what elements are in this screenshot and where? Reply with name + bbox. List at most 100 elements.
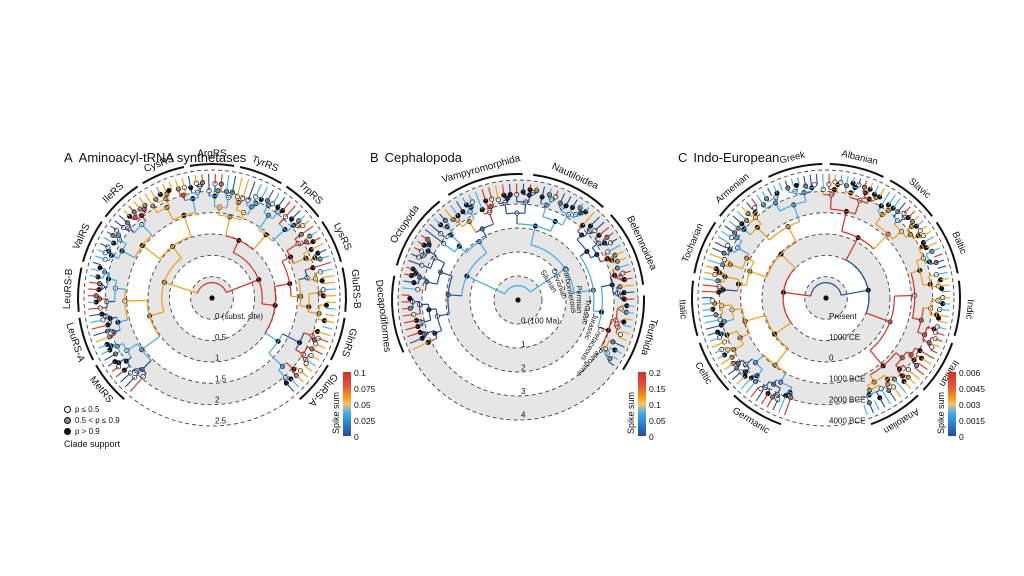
- tree-branch: [303, 361, 307, 364]
- tree-branch: [591, 247, 602, 263]
- node-marker: [890, 384, 897, 390]
- tree-branch: [157, 197, 169, 204]
- tree-branch: [620, 278, 625, 281]
- tree-branch: [921, 357, 932, 365]
- tree-branch: [794, 191, 797, 195]
- node-marker: [407, 295, 413, 302]
- tree-branch: [863, 180, 868, 188]
- tree-branch: [738, 283, 747, 286]
- node-marker: [97, 265, 103, 271]
- node-marker: [580, 222, 586, 228]
- tree-branch: [307, 346, 313, 350]
- node-marker: [150, 203, 156, 209]
- tree-branch: [916, 233, 921, 239]
- tree-branch: [258, 228, 274, 242]
- node-marker: [838, 179, 844, 186]
- tree-branch: [601, 345, 606, 350]
- node-marker: [320, 287, 326, 293]
- node-marker: [760, 202, 766, 208]
- tree-branch: [440, 233, 448, 240]
- grey-band: [398, 180, 638, 420]
- tree-branch: [928, 274, 937, 277]
- tree-branch: [417, 288, 426, 291]
- tree-branch: [624, 277, 633, 281]
- colorbar-tick: 0.0045: [959, 384, 985, 394]
- tree-branch: [401, 307, 411, 310]
- tree-branch: [549, 221, 556, 232]
- tree-branch: [935, 259, 945, 264]
- tree-branch: [132, 214, 138, 220]
- tree-branch: [724, 276, 740, 281]
- tree-branch: [715, 313, 723, 316]
- tree-branch: [290, 378, 300, 388]
- tree-branch: [456, 219, 463, 227]
- tree-branch: [413, 282, 419, 285]
- node-marker: [315, 335, 321, 341]
- node-marker: [317, 256, 323, 262]
- tree-branch: [852, 177, 856, 184]
- tree-branch: [315, 280, 323, 283]
- tree-branch: [912, 215, 920, 223]
- panel-b-title-text: Cephalopoda: [384, 150, 463, 165]
- grey-band: [446, 228, 590, 372]
- node-marker: [885, 207, 891, 213]
- tree-branch: [611, 355, 619, 361]
- tree-branch: [192, 198, 197, 213]
- node-marker: [721, 256, 728, 263]
- scale-label: 0 (100 Ma): [521, 317, 560, 326]
- node-marker: [316, 311, 322, 317]
- scale-circle: [126, 212, 298, 384]
- panel-b-letter: B: [370, 150, 379, 165]
- node-marker: [601, 240, 608, 246]
- node-marker: [848, 190, 854, 196]
- tree-branch: [421, 252, 425, 259]
- tree-branch: [109, 315, 113, 325]
- node-marker: [773, 194, 779, 201]
- tree-branch: [444, 224, 450, 230]
- node-marker: [468, 204, 474, 210]
- tree-branch: [620, 311, 627, 313]
- clade-label: Albanian: [840, 148, 879, 167]
- tree-branch: [553, 196, 557, 201]
- tree-branch: [417, 324, 423, 328]
- node-marker: [885, 376, 891, 382]
- tree-branch: [107, 246, 111, 249]
- tree-branch: [123, 227, 128, 231]
- tree-branch: [274, 283, 290, 288]
- node-marker: [596, 232, 602, 238]
- node-marker: [612, 347, 618, 353]
- tree-branch: [763, 354, 787, 373]
- tree-branch: [419, 330, 424, 334]
- tree-branch: [888, 390, 897, 401]
- tree-branch: [134, 216, 138, 220]
- node-marker: [99, 311, 105, 317]
- node-marker: [543, 202, 549, 208]
- tree-branch: [601, 284, 613, 288]
- node-marker: [722, 274, 728, 280]
- tree-branch: [609, 339, 614, 343]
- tree-branch: [465, 236, 487, 254]
- node-marker: [303, 239, 309, 245]
- tree-branch: [191, 191, 201, 194]
- node-marker: [792, 188, 798, 194]
- tree-branch: [736, 237, 743, 242]
- tree-branch: [927, 344, 933, 348]
- tree-branch: [478, 241, 488, 254]
- node-marker: [134, 368, 140, 374]
- tree-branch: [600, 319, 612, 347]
- tree-branch: [235, 196, 238, 202]
- tree-branch: [265, 200, 268, 204]
- clade-arc: [691, 280, 699, 337]
- node-marker: [716, 270, 722, 276]
- tree-branch: [732, 371, 742, 380]
- tree-branch: [294, 233, 302, 240]
- node-marker: [224, 188, 230, 194]
- tree-branch: [577, 210, 584, 216]
- node-marker: [621, 296, 627, 302]
- tree-branch: [863, 196, 875, 202]
- node-marker: [914, 362, 920, 368]
- tree-branch: [585, 207, 590, 213]
- tree-branch: [937, 320, 948, 324]
